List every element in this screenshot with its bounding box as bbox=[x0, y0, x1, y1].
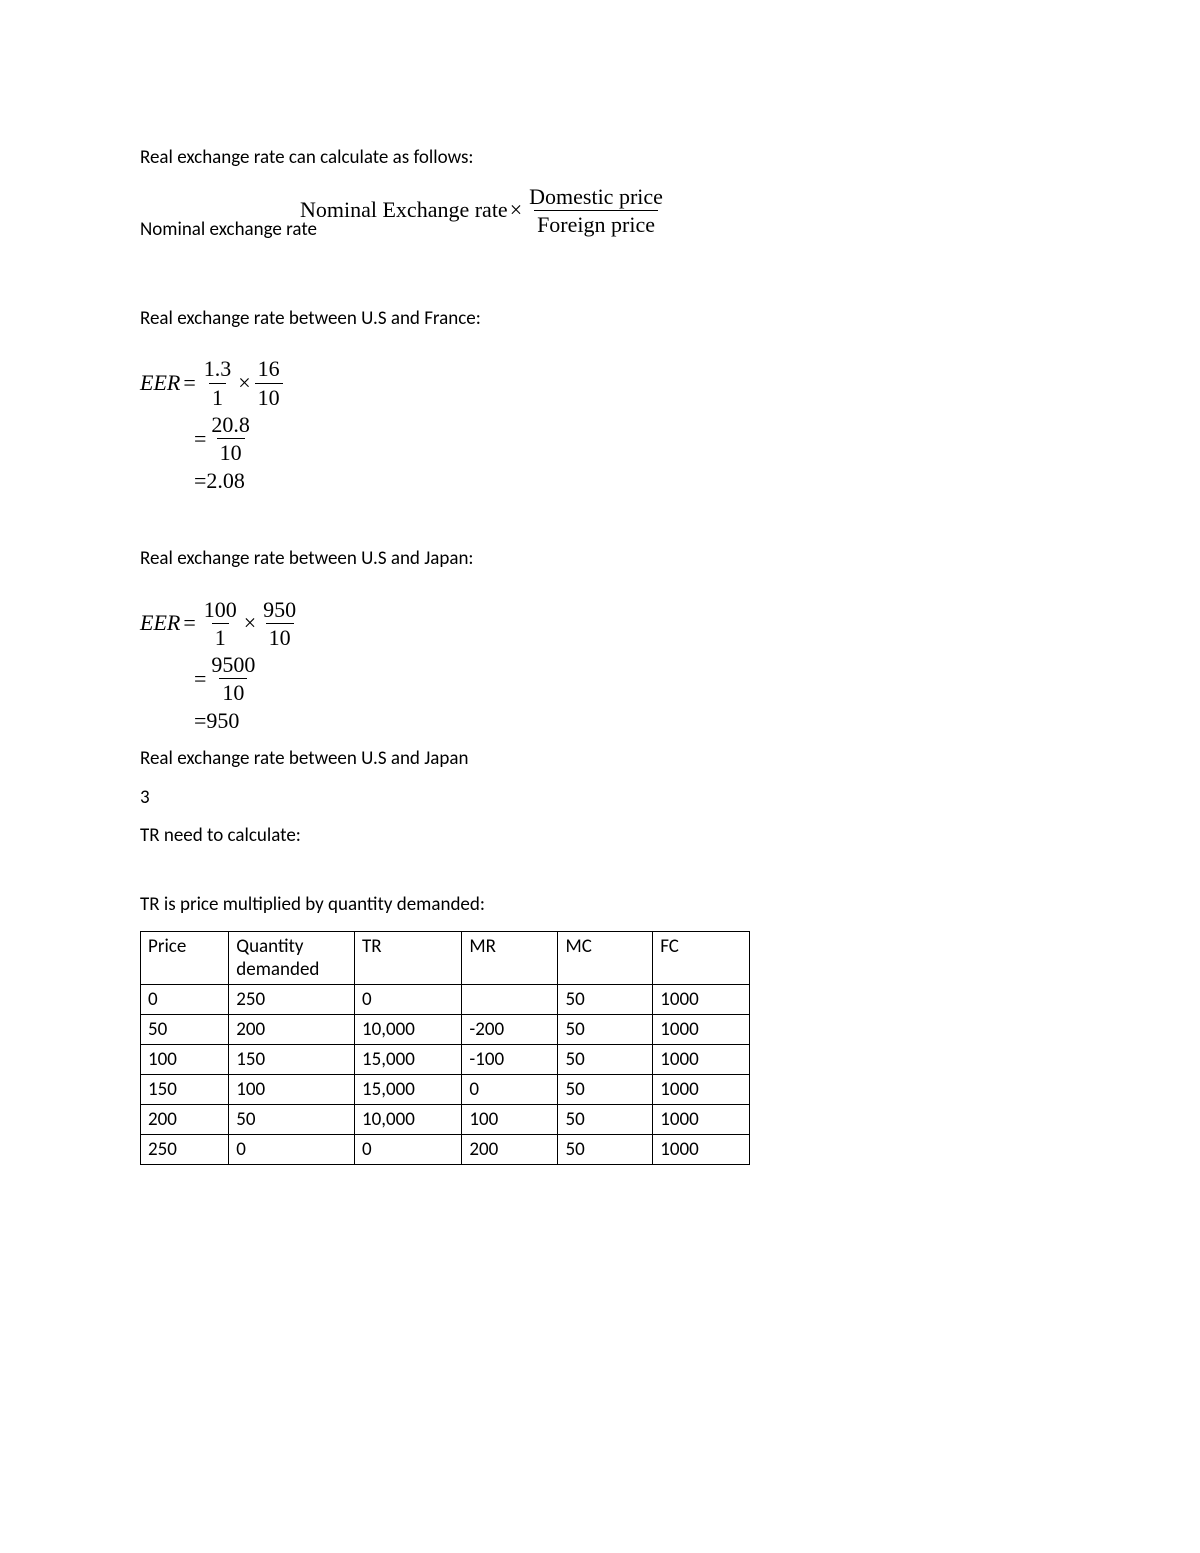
eq-sign: = bbox=[194, 708, 206, 734]
table-cell: 50 bbox=[141, 1014, 229, 1044]
table-cell: 1000 bbox=[653, 1134, 750, 1164]
table-cell bbox=[462, 984, 558, 1014]
col-price: Price bbox=[141, 931, 229, 984]
table-cell: 250 bbox=[229, 984, 355, 1014]
table-cell: 50 bbox=[558, 1014, 653, 1044]
eq-frac1: 1.3 1 bbox=[201, 356, 235, 410]
real-rate-formula: Nominal Exchange rate × Domestic price F… bbox=[300, 184, 668, 238]
japan-footer: Real exchange rate between U.S and Japan bbox=[140, 746, 1060, 773]
france-heading: Real exchange rate between U.S and Franc… bbox=[140, 306, 1060, 333]
eq-sign: = bbox=[194, 468, 206, 494]
table-cell: 100 bbox=[229, 1074, 355, 1104]
section-number: 3 bbox=[140, 785, 1060, 812]
table-cell: 150 bbox=[229, 1044, 355, 1074]
formula-times: × bbox=[510, 197, 522, 223]
col-mr: MR bbox=[462, 931, 558, 984]
table-cell: 15,000 bbox=[354, 1044, 461, 1074]
eq-result: 2.08 bbox=[206, 468, 245, 494]
table-cell: 50 bbox=[229, 1104, 355, 1134]
formula-nominal: Nominal Exchange rate bbox=[300, 197, 508, 223]
eq-lhs: EER bbox=[140, 370, 180, 396]
tr-heading: TR need to calculate: bbox=[140, 823, 1060, 850]
formula-fraction: Domestic price Foreign price bbox=[526, 184, 666, 238]
eq-sign: = bbox=[194, 666, 206, 692]
table-cell: -100 bbox=[462, 1044, 558, 1074]
eq-frac3: 9500 10 bbox=[208, 652, 258, 706]
table-cell: 50 bbox=[558, 984, 653, 1014]
table-row: 2005010,000100501000 bbox=[141, 1104, 750, 1134]
table-cell: 0 bbox=[141, 984, 229, 1014]
table-cell: 1000 bbox=[653, 1014, 750, 1044]
table-cell: 1000 bbox=[653, 1044, 750, 1074]
france-equation: EER = 1.3 1 × 16 10 = 20.8 10 = 2.08 bbox=[140, 356, 1060, 494]
table-cell: -200 bbox=[462, 1014, 558, 1044]
table-cell: 50 bbox=[558, 1044, 653, 1074]
table-cell: 0 bbox=[354, 1134, 461, 1164]
table-cell: 200 bbox=[141, 1104, 229, 1134]
table-cell: 1000 bbox=[653, 1104, 750, 1134]
eq-frac1: 100 1 bbox=[201, 597, 240, 651]
table-cell: 1000 bbox=[653, 984, 750, 1014]
eq-result: 950 bbox=[206, 708, 239, 734]
table-cell: 10,000 bbox=[354, 1104, 461, 1134]
table-cell: 100 bbox=[141, 1044, 229, 1074]
document-page: Real exchange rate can calculate as foll… bbox=[0, 0, 1200, 1265]
table-cell: 10,000 bbox=[354, 1014, 461, 1044]
japan-equation: EER = 100 1 × 950 10 = 9500 10 = 950 bbox=[140, 597, 1060, 735]
table-cell: 50 bbox=[558, 1134, 653, 1164]
table-cell: 150 bbox=[141, 1074, 229, 1104]
col-tr: TR bbox=[354, 931, 461, 984]
table-row: 02500 501000 bbox=[141, 984, 750, 1014]
table-row: 15010015,0000501000 bbox=[141, 1074, 750, 1104]
table-cell: 1000 bbox=[653, 1074, 750, 1104]
table-cell: 0 bbox=[462, 1074, 558, 1104]
table-cell: 15,000 bbox=[354, 1074, 461, 1104]
table-cell: 0 bbox=[229, 1134, 355, 1164]
eq-lhs: EER bbox=[140, 610, 180, 636]
table-cell: 100 bbox=[462, 1104, 558, 1134]
table-row: 5020010,000-200501000 bbox=[141, 1014, 750, 1044]
japan-heading: Real exchange rate between U.S and Japan… bbox=[140, 546, 1060, 573]
table-cell: 0 bbox=[354, 984, 461, 1014]
eq-frac2: 16 10 bbox=[255, 356, 283, 410]
table-cell: 50 bbox=[558, 1074, 653, 1104]
table-header-row: Price Quantity demanded TR MR MC FC bbox=[141, 931, 750, 984]
tr-table: Price Quantity demanded TR MR MC FC 0250… bbox=[140, 931, 750, 1165]
table-row: 25000200501000 bbox=[141, 1134, 750, 1164]
intro-text: Real exchange rate can calculate as foll… bbox=[140, 145, 1060, 172]
eq-sign: = bbox=[194, 426, 206, 452]
eq-times: × bbox=[244, 610, 256, 636]
tr-description: TR is price multiplied by quantity deman… bbox=[140, 892, 1060, 919]
col-qty: Quantity demanded bbox=[229, 931, 355, 984]
table-cell: 250 bbox=[141, 1134, 229, 1164]
table-cell: 50 bbox=[558, 1104, 653, 1134]
formula-numerator: Domestic price bbox=[526, 184, 666, 210]
eq-times: × bbox=[238, 370, 250, 396]
col-fc: FC bbox=[653, 931, 750, 984]
eq-sign: = bbox=[183, 610, 195, 636]
col-mc: MC bbox=[558, 931, 653, 984]
table-cell: 200 bbox=[229, 1014, 355, 1044]
eq-sign: = bbox=[183, 370, 195, 396]
table-cell: 200 bbox=[462, 1134, 558, 1164]
formula-denominator: Foreign price bbox=[534, 210, 658, 237]
eq-frac3: 20.8 10 bbox=[208, 412, 253, 466]
eq-frac2: 950 10 bbox=[260, 597, 299, 651]
table-row: 10015015,000-100501000 bbox=[141, 1044, 750, 1074]
